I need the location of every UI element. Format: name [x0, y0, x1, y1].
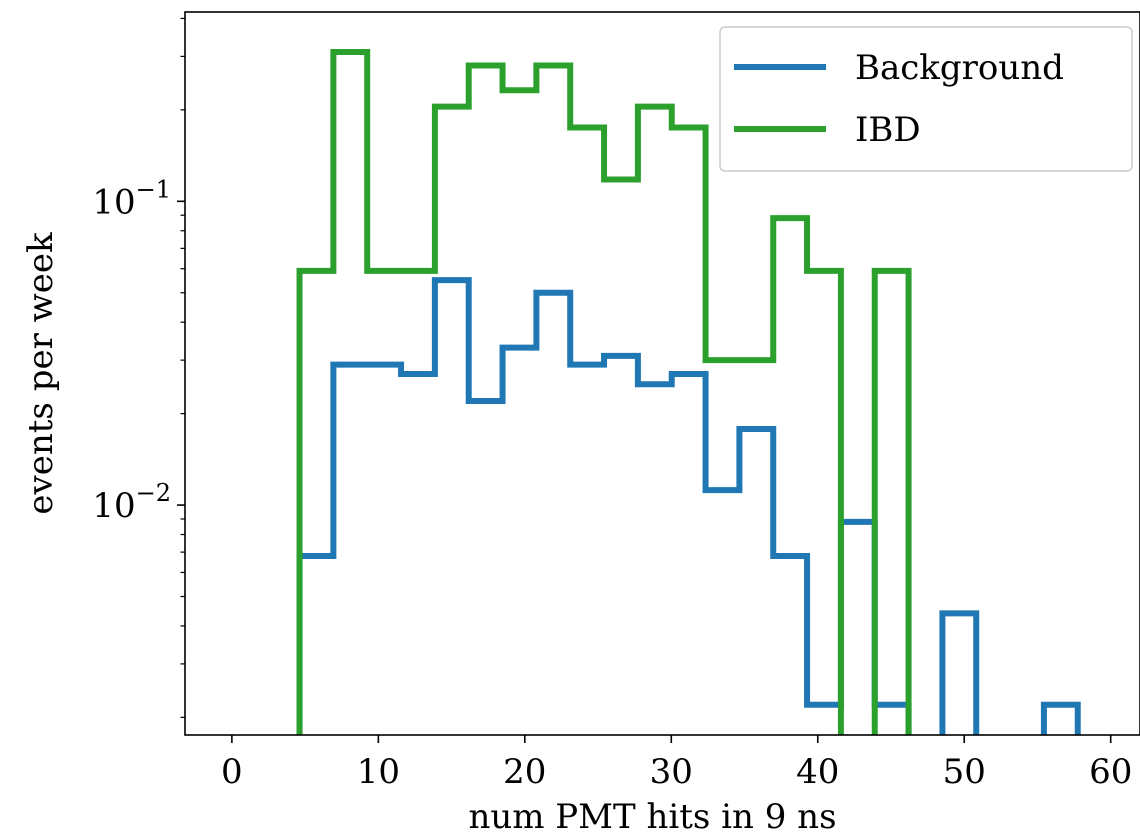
- series-line-background: [296, 277, 1081, 735]
- x-tick-label: 10: [357, 752, 400, 792]
- legend-box: [719, 26, 1133, 172]
- y-tick-label: 10−2: [92, 479, 171, 526]
- x-axis-title: num PMT hits in 9 ns: [468, 797, 836, 835]
- legend-label-ibd: IBD: [855, 110, 921, 150]
- x-tick-label: 60: [1089, 752, 1132, 792]
- y-axis-title: events per week: [21, 232, 61, 515]
- series-line-ibd: [296, 49, 912, 735]
- plot-frame: [184, 11, 1140, 736]
- x-tick-label: 50: [943, 752, 986, 792]
- x-axis-ticks: 0 10 20 30 40 50 60: [221, 735, 1132, 792]
- x-tick-label: 30: [650, 752, 693, 792]
- legend-label-background: Background: [855, 48, 1064, 88]
- legend: Background IBD: [719, 26, 1133, 172]
- series-layer: [296, 49, 1081, 735]
- x-tick-label: 20: [503, 752, 546, 792]
- x-tick-label: 40: [796, 752, 839, 792]
- y-tick-label: 10−1: [92, 175, 171, 222]
- y-axis-ticks: 10−1 10−2: [92, 17, 185, 718]
- x-tick-label: 0: [221, 752, 243, 792]
